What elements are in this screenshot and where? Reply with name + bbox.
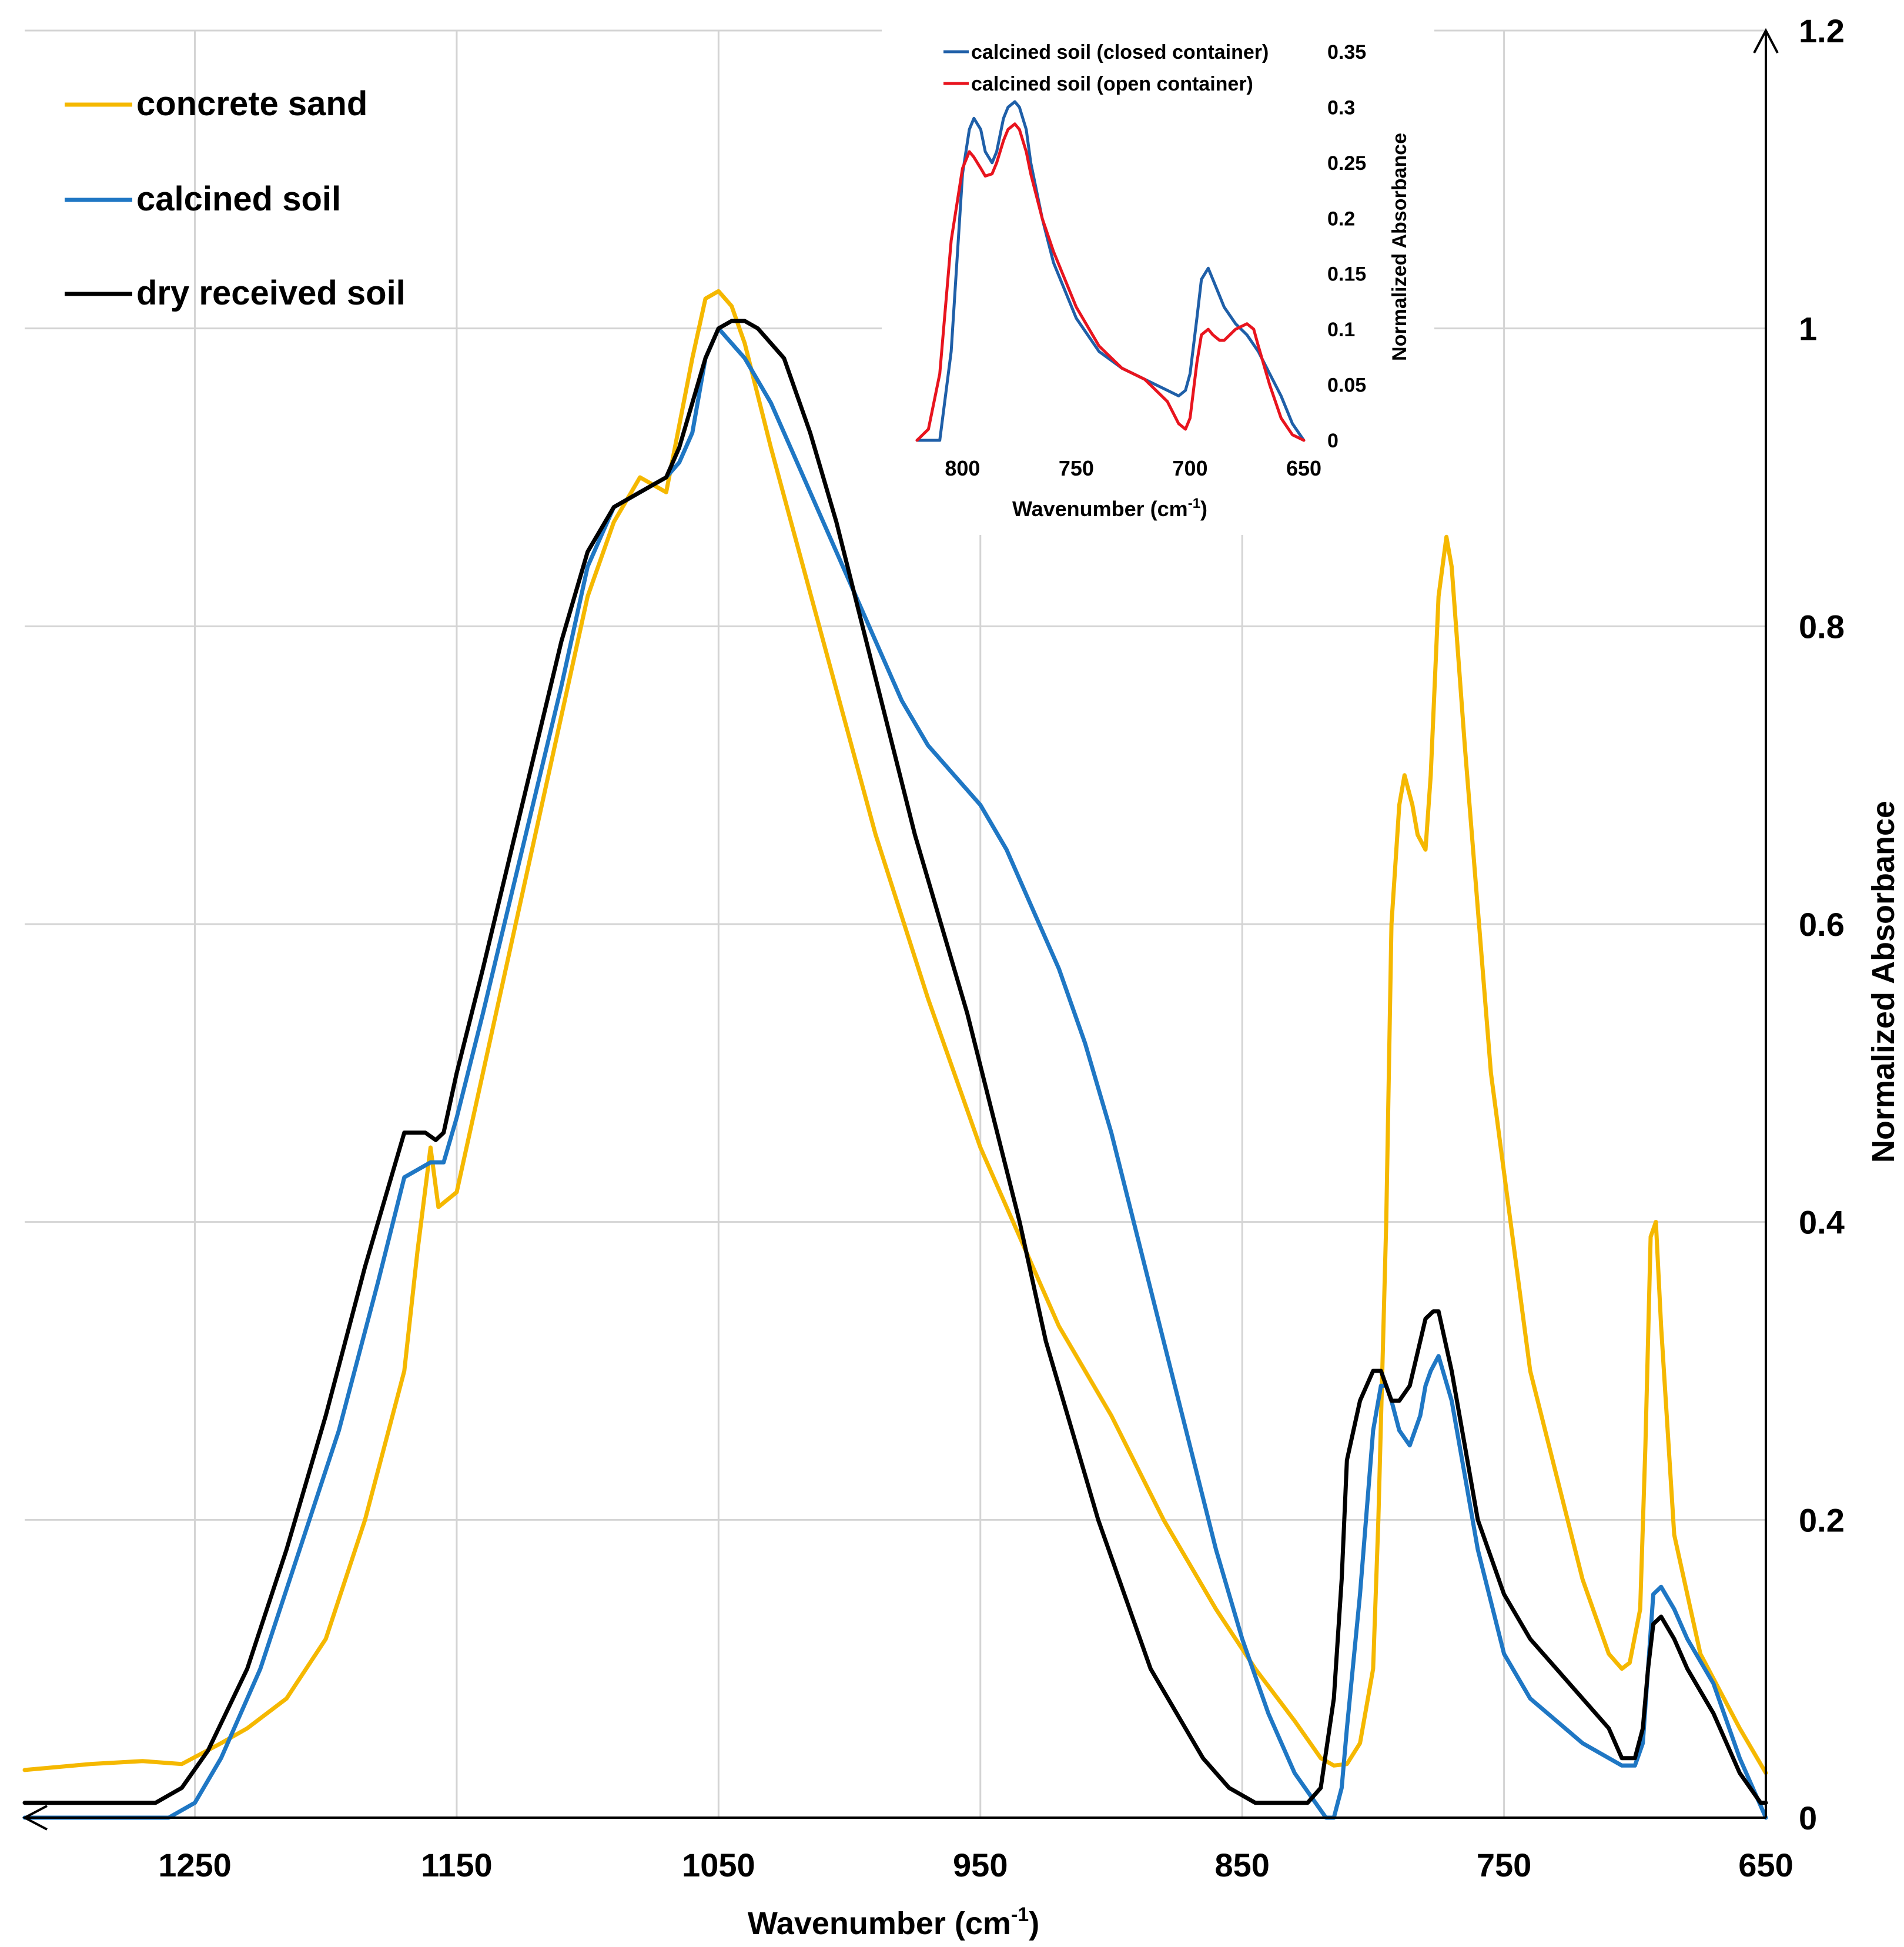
inset-legend: calcined soil (closed container) calcine…: [943, 41, 1269, 95]
main-y-tick-label-0-2: 0.2: [1799, 1501, 1845, 1538]
inset-y-tick-label-0-35: 0.35: [1327, 41, 1366, 63]
main-y-tick-label-0-4: 0.4: [1799, 1204, 1845, 1241]
inset-x-tick-label-750: 750: [1059, 456, 1094, 480]
series-line-concrete-sand: [22, 289, 1768, 1775]
main-legend: concrete sand calcined soil dry received…: [65, 85, 406, 312]
main-y-axis-arrow: [1753, 28, 1779, 53]
main-x-tick-label-850: 850: [1214, 1846, 1269, 1884]
inset-y-tick-label-0-2: 0.2: [1327, 208, 1355, 230]
main-x-tick-label-1150: 1150: [421, 1846, 493, 1884]
main-y-tick-label-0-6: 0.6: [1799, 906, 1845, 943]
main-y-axis-label: Normalized Absorbance: [1866, 801, 1901, 1163]
inset-x-tick-label-800: 800: [945, 456, 980, 480]
main-x-tick-label-1050: 1050: [682, 1846, 755, 1884]
main-y-tick-label-0-8: 0.8: [1799, 608, 1845, 645]
main-x-tick-label-750: 750: [1477, 1846, 1531, 1884]
inset-x-tick-label-650: 650: [1286, 456, 1321, 480]
inset-y-tick-label-0-05: 0.05: [1327, 374, 1366, 397]
main-y-tick-label-1: 1: [1799, 310, 1817, 347]
inset-y-tick-label-0-15: 0.15: [1327, 263, 1366, 286]
legend-label-dry-received-soil: dry received soil: [136, 274, 406, 312]
inset-background: [882, 24, 1434, 535]
inset-series-line-calcined-soil-closed-container: [915, 100, 1306, 442]
main-x-axis-arrow: [22, 1805, 48, 1831]
series-line-calcined-soil: [22, 326, 1768, 1820]
inset-y-tick-label-0-25: 0.25: [1327, 152, 1366, 175]
inset-y-tick-label-0: 0: [1327, 430, 1339, 452]
main-series-lines: [22, 289, 1768, 1820]
legend-label-concrete-sand: concrete sand: [136, 85, 367, 123]
main-y-tick-label-1-2: 1.2: [1799, 12, 1845, 49]
main-x-tick-label-950: 950: [953, 1846, 1008, 1884]
inset-y-tick-label-0-3: 0.3: [1327, 96, 1355, 119]
inset-legend-label-open: calcined soil (open container): [971, 73, 1253, 95]
inset-y-tick-label-0-1: 0.1: [1327, 319, 1355, 341]
inset-x-tick-label-700: 700: [1172, 456, 1207, 480]
inset-series-lines: [915, 100, 1306, 442]
inset-tick-labels: 800 750 700 650 0 0.05 0.1 0.15 0.2 0.25 0.3 0.35: [945, 41, 1366, 480]
main-y-tick-label-0: 0: [1799, 1799, 1817, 1836]
inset-x-axis-label: Wavenumber (cm-1): [1012, 496, 1207, 521]
series-line-dry-received-soil: [22, 319, 1768, 1805]
main-x-tick-label-1250: 1250: [158, 1846, 232, 1884]
main-axes: [22, 28, 1779, 1831]
main-tick-labels: 1250 1150 1050 950 850 750 65000.20.40.60.811.…: [158, 12, 1845, 1884]
inset-legend-label-closed: calcined soil (closed container): [971, 41, 1269, 63]
main-x-axis-label: Wavenumber (cm-1): [748, 1903, 1039, 1941]
inset-series-line-calcined-soil-open-container: [915, 122, 1306, 442]
legend-label-calcined-soil: calcined soil: [136, 180, 341, 218]
main-x-tick-label-650: 650: [1738, 1846, 1793, 1884]
inset-y-axis-label: Normalized Absorbance: [1388, 133, 1411, 361]
